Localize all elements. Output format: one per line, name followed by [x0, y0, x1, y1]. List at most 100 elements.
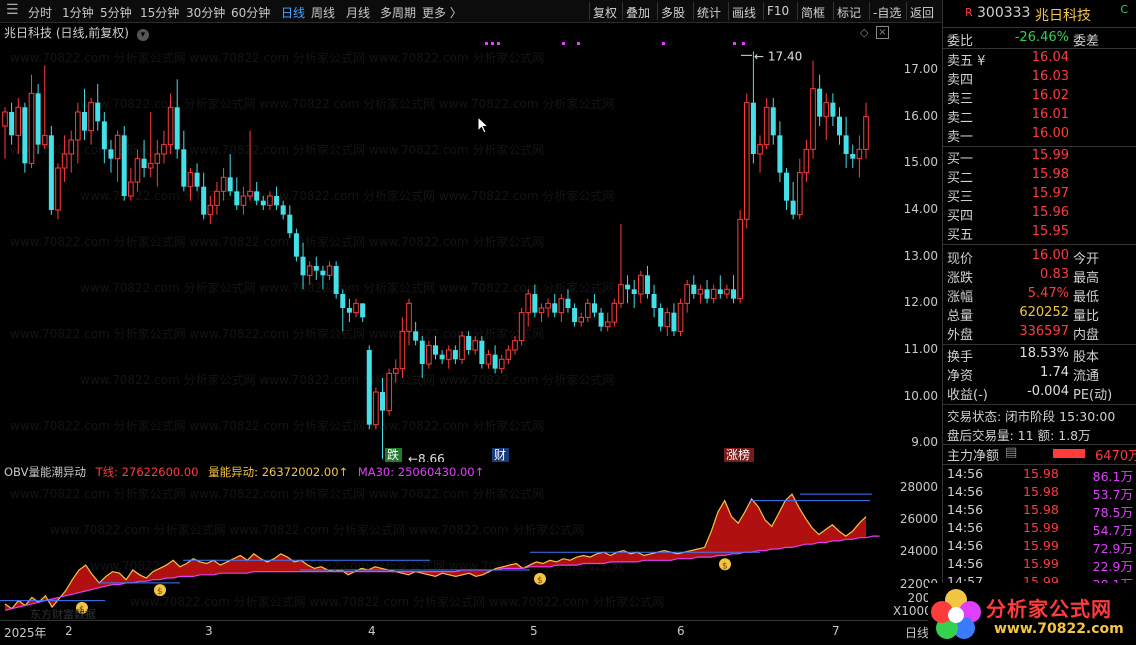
period-tab-7[interactable]: 周线 [311, 6, 336, 20]
ask-row-1-label: 卖四 [947, 73, 974, 88]
tool-button-4[interactable]: 画线 [732, 6, 757, 20]
logo-url: www.70822.com [994, 621, 1124, 637]
svg-text:$: $ [157, 587, 163, 597]
bid-row-2-value: 15.97 [1031, 186, 1069, 201]
period-tab-1[interactable]: 1分钟 [62, 6, 94, 20]
list-icon[interactable]: ▤ [1005, 445, 1018, 460]
tick-volume: 86.1万 [1092, 469, 1133, 484]
tool-button-5[interactable]: F10 [767, 4, 790, 18]
tick-time: 14:56 [947, 466, 984, 481]
period-tab-0[interactable]: 分时 [28, 6, 53, 20]
candle-body [498, 358, 505, 370]
stat-row-1-value: 1.74 [1040, 365, 1069, 380]
candle-body [101, 121, 107, 150]
divider [943, 404, 1136, 405]
tool-button-7[interactable]: 标记 [837, 6, 862, 20]
event-marker[interactable]: 跌 [387, 447, 399, 462]
ask-row-4-label: 卖一 [947, 130, 974, 145]
candle-body [704, 289, 710, 299]
event-marker[interactable]: 财 [494, 448, 506, 462]
tick-price: 15.99 [1023, 556, 1059, 571]
period-tab-8[interactable]: 月线 [346, 6, 371, 20]
tick-row: 14:56 15.98 78.5万 [943, 502, 1136, 520]
money-bag-icon[interactable]: $ [76, 601, 88, 615]
candle-body [731, 289, 737, 299]
toolbar-separator [763, 2, 764, 20]
tool-button-0[interactable]: 复权 [593, 6, 618, 20]
candle-body [618, 284, 624, 304]
period-tab-4[interactable]: 30分钟 [186, 6, 226, 20]
tool-button-2[interactable]: 多股 [661, 6, 686, 20]
candle-body [743, 102, 750, 220]
candle-body [552, 303, 558, 313]
candle-body [843, 135, 849, 154]
chart-title: 兆日科技 (日线,前复权) ▾ [4, 24, 149, 42]
quote-row-3-value: 620252 [1019, 305, 1069, 320]
candle-body [267, 195, 273, 206]
period-tab-3[interactable]: 15分钟 [140, 6, 180, 20]
money-bag-icon[interactable]: $ [154, 584, 166, 597]
period-tab-5[interactable]: 60分钟 [231, 6, 271, 20]
money-bag-icon[interactable]: $ [534, 572, 546, 586]
price-tick: 15.00 [903, 155, 938, 170]
candle-body [796, 172, 803, 216]
tool-button-3[interactable]: 统计 [697, 6, 722, 20]
watermark-text: www.70822.com 分析家公式网 www.70822.com 分析家公式… [10, 50, 544, 65]
candle-body [757, 144, 763, 155]
candle-body [413, 331, 419, 341]
hamburger-menu-icon[interactable]: ☰ [6, 2, 19, 18]
period-tab-2[interactable]: 5分钟 [100, 6, 132, 20]
candle-body [293, 233, 299, 257]
candle-body [48, 135, 54, 210]
candle-body [591, 303, 597, 313]
period-tab-9[interactable]: 多周期 [380, 6, 417, 20]
candle-body [525, 293, 532, 314]
period-tab-10[interactable]: 更多 〉 [422, 6, 462, 20]
event-marker[interactable]: 涨榜 [726, 447, 750, 462]
money-bag-icon[interactable]: $ [719, 558, 731, 571]
candle-body [677, 302, 684, 332]
main-flow-row[interactable]: 主力净额 ▤ 6470万 [943, 445, 1136, 464]
stat-row-0-label: 换手 [947, 350, 974, 365]
stat-row-2-label: 收益(-) [947, 388, 988, 403]
tool-button-6[interactable]: 简框 [801, 6, 826, 20]
candle-body [790, 200, 796, 215]
tool-button-9[interactable]: 返回 [910, 6, 935, 20]
tool-button-1[interactable]: 叠加 [626, 6, 651, 20]
candle-body [181, 149, 187, 187]
candle-body [472, 340, 479, 351]
candle-body [803, 148, 810, 174]
candle-body [545, 302, 551, 309]
tool-button-8[interactable]: -自选 [873, 6, 902, 20]
panel-close-icon[interactable]: × [876, 26, 889, 39]
signal-dot [733, 42, 736, 45]
candle-body [604, 321, 611, 328]
candle-body [121, 135, 127, 196]
candle-body [360, 303, 366, 318]
candle-body [664, 312, 671, 328]
obv-tick: 24000 [899, 544, 938, 559]
candlestick-chart[interactable]: www.70822.com 分析家公式网 www.70822.com 分析家公式… [0, 42, 942, 462]
signal-dot [742, 42, 745, 45]
obv-chart[interactable]: www.70822.com 分析家公式网 www.70822.com 分析家公式… [0, 478, 942, 620]
bid-row-1: 买二 15.98 [943, 167, 1136, 186]
diamond-icon[interactable]: ◇ [860, 26, 869, 39]
chevron-down-icon[interactable]: ▾ [136, 29, 149, 41]
ask-row-0-label: 卖五 ¥ [947, 54, 986, 69]
quote-row-2-label: 涨幅 [947, 290, 974, 305]
candle-body [485, 354, 492, 365]
candle-body [625, 284, 631, 290]
signal-dot [562, 42, 565, 45]
candle-body [631, 289, 637, 294]
quote-row-1: 涨跌 0.83 最高 [943, 267, 1136, 286]
quote-row-4-label2: 内盘 [1073, 328, 1100, 343]
stock-code: 300333 [977, 5, 1031, 21]
candle-body [598, 312, 604, 327]
tick-volume: 53.7万 [1092, 487, 1133, 502]
candle-body [697, 288, 704, 295]
candle-body [333, 266, 339, 294]
candle-body [366, 350, 372, 425]
price-tick: 10.00 [903, 388, 938, 403]
period-tab-6[interactable]: 日线 [281, 6, 306, 20]
bid-row-2-label: 买三 [947, 190, 974, 205]
